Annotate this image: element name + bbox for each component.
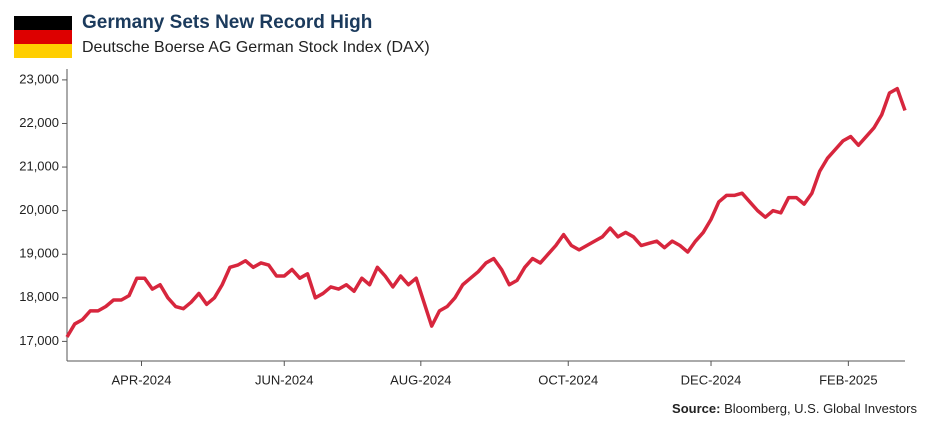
chart-subtitle: Deutsche Boerse AG German Stock Index (D… [82, 39, 430, 56]
x-tick-label: AUG-2024 [390, 372, 451, 387]
chart-title: Germany Sets New Record High [82, 12, 372, 33]
y-tick-label: 18,000 [19, 289, 59, 304]
x-tick-label: APR-2024 [111, 372, 171, 387]
flag [14, 16, 72, 58]
x-tick-label: JUN-2024 [255, 372, 314, 387]
data-line [65, 86, 907, 338]
y-tick-label: 22,000 [19, 115, 59, 130]
y-tick-label: 17,000 [19, 333, 59, 348]
source-text: Bloomberg, U.S. Global Investors [724, 401, 917, 416]
y-tick-label: 21,000 [19, 158, 59, 173]
source-label: Source: [672, 401, 720, 416]
x-tick-label: FEB-2025 [819, 372, 878, 387]
y-tick-label: 20,000 [19, 202, 59, 217]
y-tick-label: 19,000 [19, 246, 59, 261]
source: Source: Bloomberg, U.S. Global Investors [672, 401, 917, 416]
x-tick-label: OCT-2024 [538, 372, 598, 387]
y-tick-label: 23,000 [19, 71, 59, 86]
x-tick-label: DEC-2024 [681, 372, 742, 387]
